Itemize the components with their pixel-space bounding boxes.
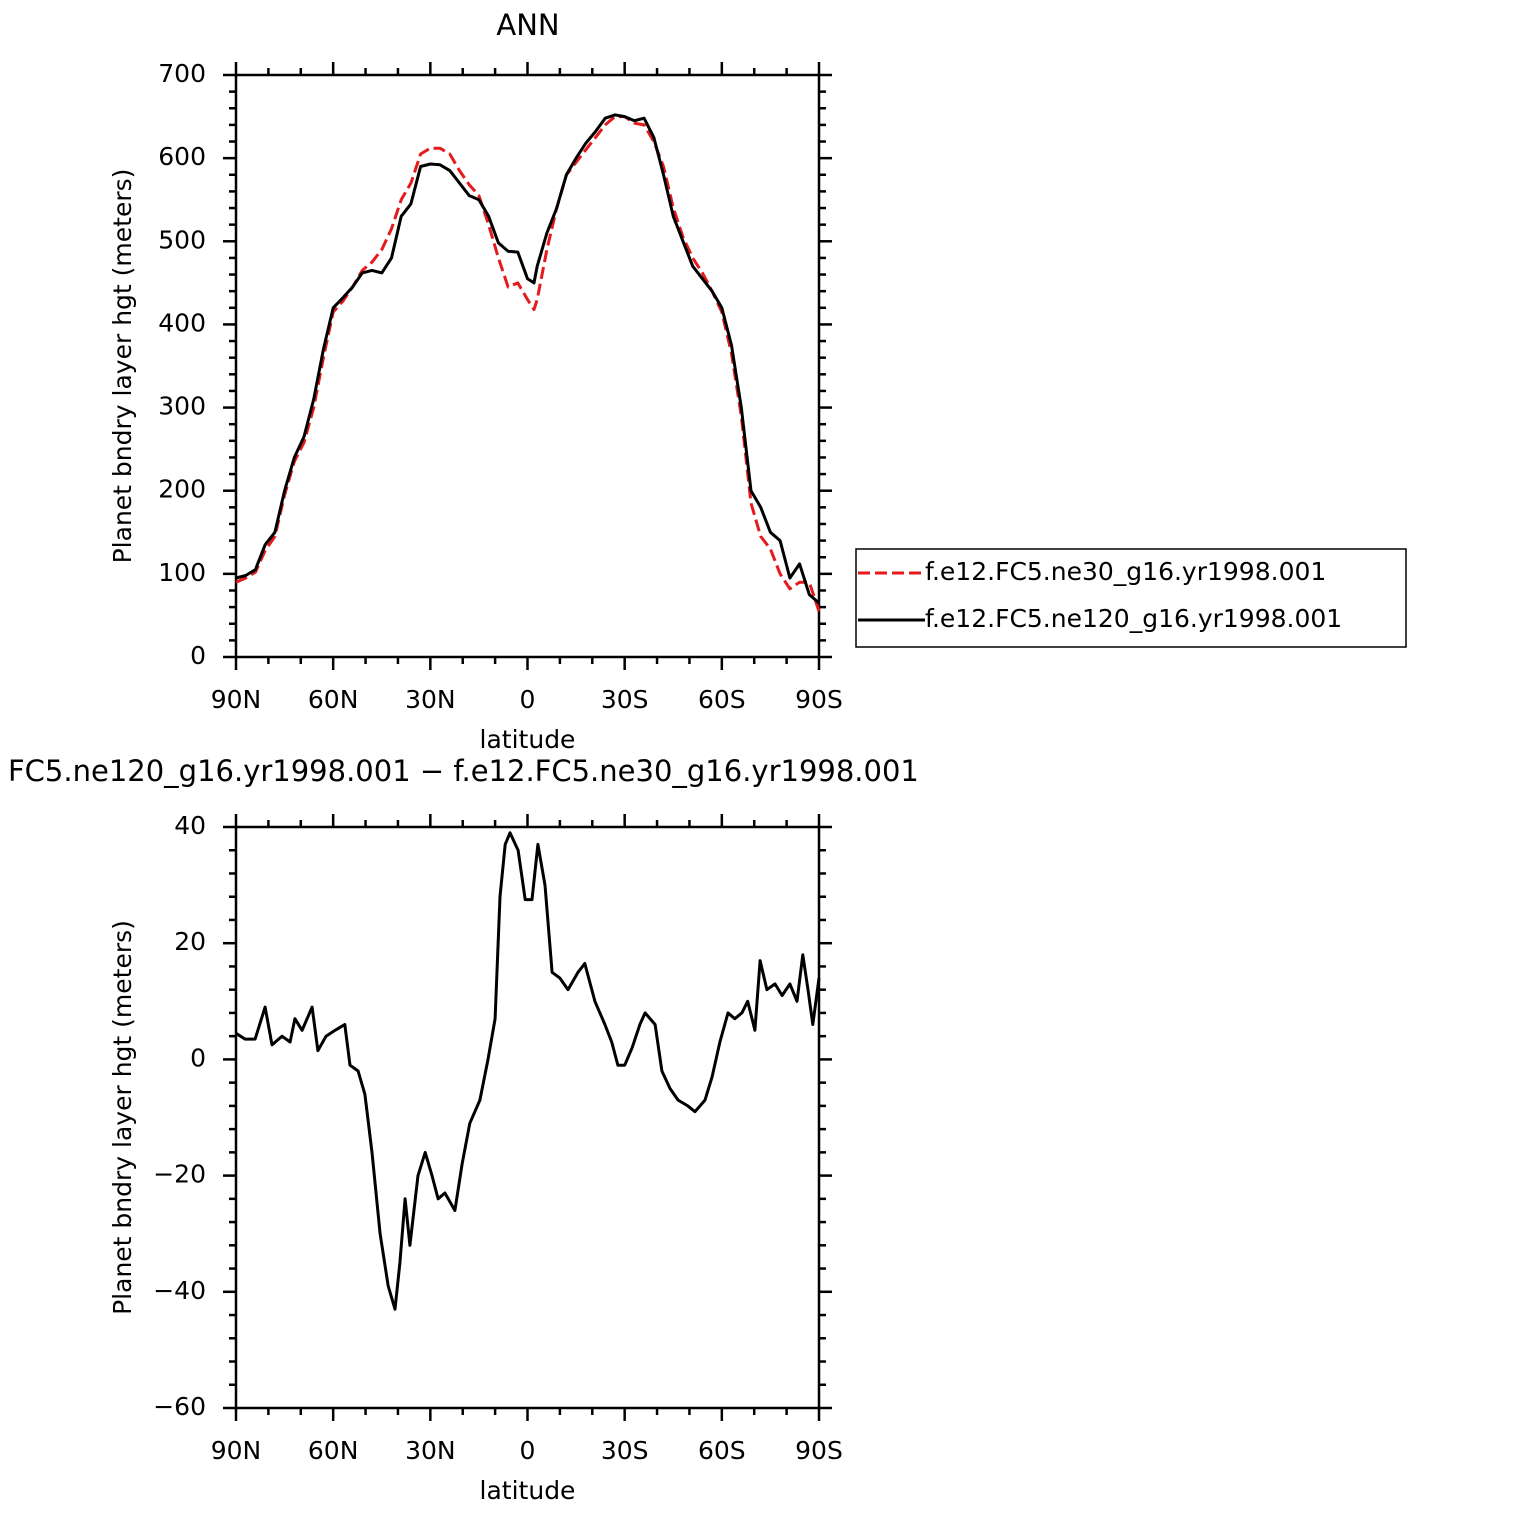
y-tick-label: −60	[153, 1392, 206, 1421]
x-tick-label: 60N	[308, 1436, 359, 1465]
y-tick-label: 300	[158, 392, 206, 421]
y-tick-label: 0	[190, 1043, 206, 1072]
y-tick-label: −40	[153, 1276, 206, 1305]
plot-frame	[234, 73, 821, 659]
y-tick-label: 20	[174, 927, 206, 956]
x-tick-label: 60S	[698, 685, 746, 714]
data-line	[235, 113, 820, 605]
chart-title: ANN	[496, 8, 559, 42]
x-tick-label: 60S	[698, 1436, 746, 1465]
legend-box	[855, 548, 1407, 648]
y-tick-label: 40	[174, 811, 206, 840]
data-line	[235, 115, 821, 612]
y-tick-label: 0	[190, 641, 206, 670]
x-axis-label: latitude	[480, 725, 576, 754]
x-tick-label: 30S	[601, 1436, 649, 1465]
y-tick-label: 500	[158, 225, 206, 254]
x-tick-label: 0	[520, 685, 536, 714]
data-line	[235, 831, 821, 1311]
y-tick-label: 400	[158, 308, 206, 337]
x-tick-label: 90N	[211, 1436, 262, 1465]
y-axis-label: Planet bndry layer hgt (meters)	[108, 169, 137, 564]
plot-frame	[234, 825, 821, 1410]
x-tick-label: 30N	[405, 1436, 456, 1465]
y-axis-label: Planet bndry layer hgt (meters)	[108, 920, 137, 1315]
y-tick-label: 100	[158, 558, 206, 587]
x-tick-label: 90S	[795, 685, 843, 714]
y-tick-label: −20	[153, 1160, 206, 1189]
x-tick-label: 30N	[405, 685, 456, 714]
x-tick-label: 30S	[601, 685, 649, 714]
legend-label: f.e12.FC5.ne120_g16.yr1998.001	[925, 604, 1342, 633]
legend-label: f.e12.FC5.ne30_g16.yr1998.001	[925, 557, 1326, 586]
x-tick-label: 0	[520, 1436, 536, 1465]
chart-title: FC5.ne120_g16.yr1998.001 − f.e12.FC5.ne3…	[8, 754, 919, 788]
y-tick-label: 600	[158, 142, 206, 171]
x-tick-label: 60N	[308, 685, 359, 714]
y-tick-label: 700	[158, 59, 206, 88]
y-tick-label: 200	[158, 475, 206, 504]
x-axis-label: latitude	[480, 1476, 576, 1505]
x-tick-label: 90S	[795, 1436, 843, 1465]
x-tick-label: 90N	[211, 685, 262, 714]
